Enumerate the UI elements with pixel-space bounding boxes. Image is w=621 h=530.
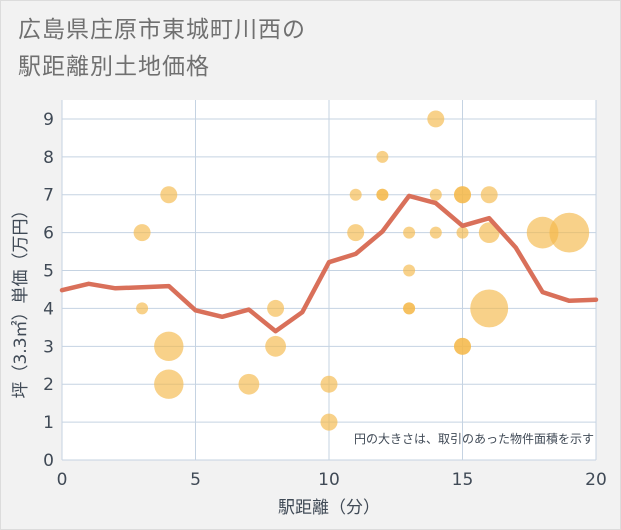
- bubble-point: [480, 186, 498, 204]
- bubble-point: [154, 369, 184, 399]
- x-tick-label: 20: [585, 470, 607, 490]
- bubble-point: [403, 302, 416, 315]
- bubble-point: [403, 226, 416, 239]
- bubble-point: [160, 186, 178, 204]
- chart-title: 広島県庄原市東城町川西の 駅距離別土地価格: [18, 12, 306, 86]
- bubble-point: [456, 226, 469, 239]
- bubble-point: [265, 335, 286, 357]
- y-axis-label: 坪（3.3㎡）単価（万円）: [11, 201, 31, 398]
- bubble-point: [454, 337, 471, 355]
- bubble-point: [347, 224, 365, 242]
- bubble-point: [136, 302, 149, 315]
- bubble-point: [133, 224, 151, 242]
- y-tick-label: 7: [43, 186, 54, 206]
- bubble-point: [403, 264, 416, 277]
- bubble-point: [549, 212, 590, 253]
- bubble-size-note: 円の大きさは、取引のあった物件面積を示す: [354, 431, 594, 446]
- title-line-2: 駅距離別土地価格: [18, 54, 210, 80]
- bubble-point: [154, 331, 184, 362]
- bubble-point: [376, 188, 389, 201]
- y-tick-label: 9: [43, 110, 54, 130]
- bubble-point: [376, 150, 389, 163]
- y-tick-label: 3: [43, 337, 54, 357]
- y-tick-label: 8: [43, 148, 54, 168]
- x-tick-labels: 0 5 10 15 20: [57, 470, 607, 490]
- bubble-point: [238, 373, 260, 395]
- x-axis-label: 駅距離（分）: [278, 498, 380, 518]
- bubble-layer: [133, 110, 590, 431]
- bubble-point: [320, 413, 338, 431]
- y-tick-label: 2: [43, 375, 54, 395]
- x-tick-label: 15: [452, 470, 474, 490]
- bubble-point: [470, 289, 509, 328]
- bubble-point: [429, 188, 442, 201]
- y-tick-label: 6: [43, 224, 54, 244]
- y-tick-label: 5: [43, 262, 54, 282]
- bubble-point: [478, 222, 500, 244]
- average-price-line: [59, 193, 599, 334]
- y-tick-label: 0: [43, 451, 54, 471]
- bubble-point: [454, 186, 471, 204]
- bubble-point: [429, 226, 442, 239]
- y-tick-label: 1: [43, 413, 54, 433]
- y-tick-labels: 0 1 2 3 4 5 6 7 8 9: [43, 110, 54, 471]
- bubble-point: [427, 110, 445, 128]
- x-tick-label: 5: [190, 470, 201, 490]
- bubble-point: [320, 375, 338, 393]
- bubble-point: [526, 216, 559, 249]
- x-tick-label: 0: [57, 470, 68, 490]
- x-tick-label: 10: [318, 470, 340, 490]
- bubble-point: [267, 299, 285, 317]
- bubble-point: [349, 188, 362, 201]
- y-tick-label: 4: [43, 299, 54, 319]
- title-line-1: 広島県庄原市東城町川西の: [18, 17, 306, 43]
